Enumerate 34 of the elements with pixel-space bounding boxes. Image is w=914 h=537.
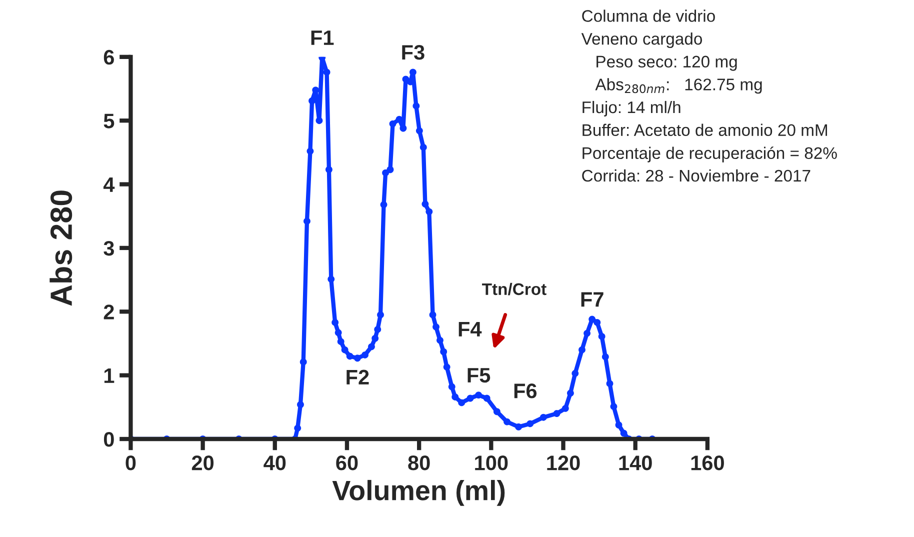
y-tick-label: 6: [104, 50, 114, 65]
x-tick-label: 80: [408, 456, 430, 470]
x-tick-label: 140: [619, 456, 652, 470]
annotation: Buffer: Acetato de amonio 20 mM: [582, 124, 828, 136]
annotation: F4: [458, 322, 482, 336]
annotation: Ttn/Crot: [482, 282, 546, 296]
annotation: F5: [468, 368, 490, 383]
x-tick-label: 120: [547, 456, 580, 470]
annotation: F1: [311, 30, 334, 45]
annotation: Corrida: 28 - Noviembre - 2017: [582, 169, 810, 182]
x-tick-label: 0: [126, 456, 136, 470]
annotation: Porcentaje de recuperación = 82%: [582, 146, 837, 162]
annotation: F7: [581, 292, 604, 307]
y-tick-label: 1: [104, 368, 114, 383]
text: Veneno cargado: [581, 32, 702, 48]
y-tick-label: 3: [104, 240, 114, 256]
annotation: F2: [346, 370, 369, 384]
x-tick-label: 60: [336, 456, 358, 470]
y-tick-label: 4: [103, 177, 115, 192]
text: Columna de vidrio: [582, 10, 715, 22]
x-tick-label: 40: [264, 456, 286, 470]
x-tick-label: 160: [691, 456, 724, 470]
x-tick-label: 100: [475, 456, 508, 470]
annotation: Flujo: 14 ml/h: [582, 100, 680, 116]
annotation: Peso seco: 120 mg: [596, 56, 737, 71]
y-tick-label: 2: [104, 304, 114, 320]
annotation: Abs$_{280nm}$: 162.75 mg: [595, 78, 762, 94]
y-tick-label: 5: [104, 114, 114, 128]
annotation: F3: [402, 45, 424, 60]
y-tick-label: 0: [104, 432, 114, 447]
annotation: F6: [514, 384, 537, 398]
x-axis-title: Volumen (ml): [332, 480, 505, 506]
y-axis-title: Abs 280: [50, 190, 72, 306]
x-tick-label: 20: [192, 456, 214, 470]
